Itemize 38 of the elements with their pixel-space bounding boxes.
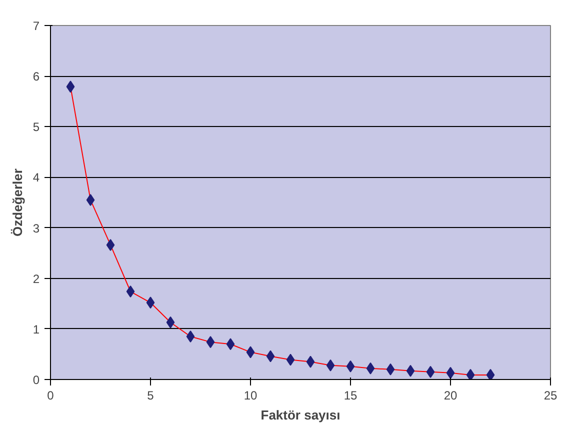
y-tick-label: 3 [32,221,40,236]
point [86,194,95,206]
point [106,238,115,251]
y-tick-label: 4 [32,170,40,185]
point [286,354,295,366]
point [126,286,135,298]
y-tick-label: 2 [32,272,40,286]
y-tick-label: 6 [32,70,40,84]
x-tick-label: 20 [444,388,458,402]
point [146,296,155,309]
y-axis-title: Özdeğerler [10,168,25,236]
point [386,363,395,376]
x-tick-label: 0 [47,388,54,402]
point [266,350,275,362]
y-tick-label: 1 [32,322,40,336]
point [486,368,495,380]
x-tick-label: 25 [544,388,558,402]
point [246,346,255,358]
point [186,330,195,343]
x-tick-label: 5 [147,388,154,402]
point [66,80,75,93]
point [226,338,235,350]
x-tick-label: 10 [244,388,258,402]
point [206,336,215,348]
point [346,360,355,372]
y-tick-label: 0 [32,373,40,387]
point [446,366,455,379]
point [426,366,435,378]
point [466,368,475,380]
point [366,362,375,374]
point [166,316,175,328]
y-tick-label: 7 [32,19,40,33]
y-tick-label: 5 [32,120,40,134]
x-axis-title: Faktör sayısı [260,408,340,422]
x-tick-label: 15 [344,388,358,402]
point [406,364,415,377]
point [306,356,315,368]
point [326,359,335,372]
